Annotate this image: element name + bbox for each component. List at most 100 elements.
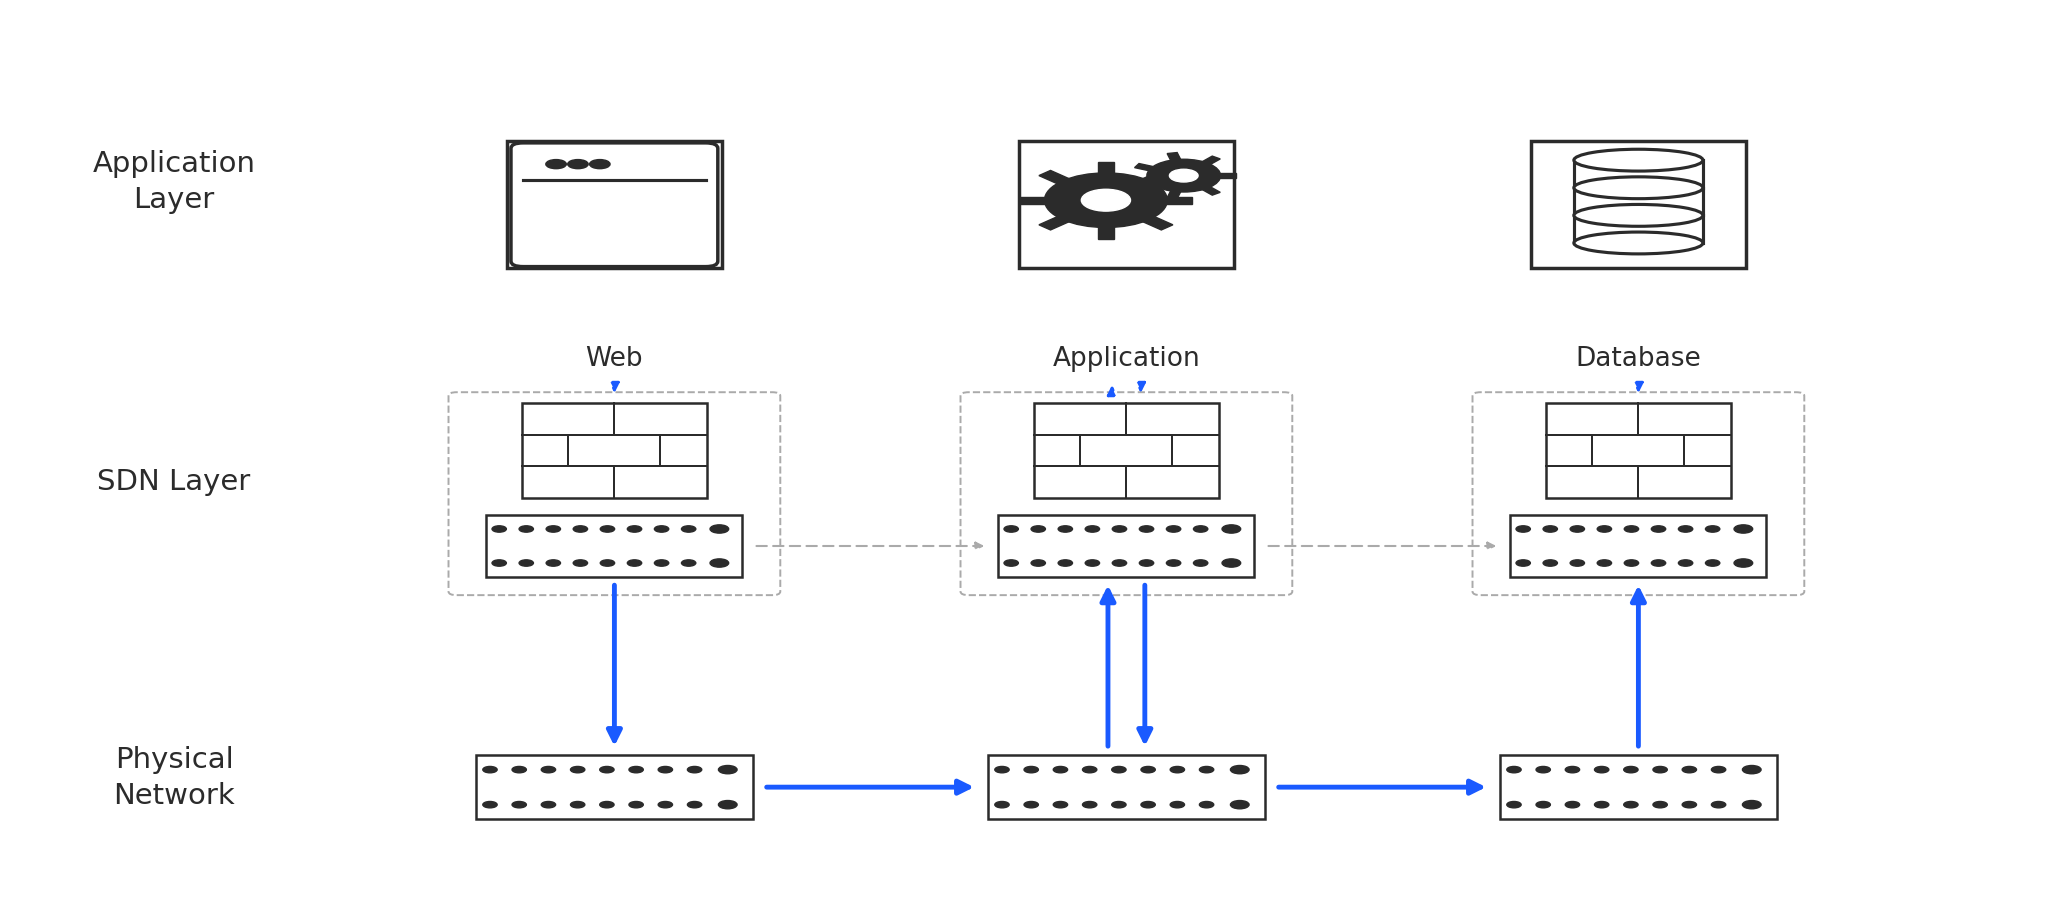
Circle shape — [655, 526, 670, 532]
Circle shape — [1507, 802, 1522, 808]
Circle shape — [1053, 802, 1067, 808]
Circle shape — [573, 526, 588, 532]
Circle shape — [995, 766, 1010, 773]
Circle shape — [1030, 526, 1044, 532]
Circle shape — [1024, 766, 1038, 773]
Polygon shape — [1038, 214, 1075, 230]
Polygon shape — [1200, 157, 1221, 166]
Circle shape — [1595, 802, 1610, 808]
Circle shape — [492, 560, 506, 566]
Ellipse shape — [1575, 149, 1704, 171]
FancyBboxPatch shape — [512, 143, 717, 267]
Circle shape — [1735, 559, 1753, 567]
Circle shape — [1085, 526, 1100, 532]
Circle shape — [1624, 766, 1638, 773]
Circle shape — [547, 159, 567, 168]
Bar — [1499, 755, 1778, 819]
Circle shape — [541, 802, 555, 808]
Circle shape — [711, 559, 729, 567]
Circle shape — [1743, 801, 1761, 809]
Circle shape — [1167, 526, 1182, 532]
Circle shape — [1059, 560, 1073, 566]
Circle shape — [547, 526, 561, 532]
Bar — [487, 515, 741, 577]
Circle shape — [688, 802, 702, 808]
Circle shape — [1004, 560, 1018, 566]
Circle shape — [1679, 526, 1694, 532]
Text: Database: Database — [1575, 347, 1702, 372]
Polygon shape — [1135, 179, 1157, 187]
Circle shape — [1597, 560, 1612, 566]
Circle shape — [1706, 526, 1720, 532]
Circle shape — [1112, 560, 1126, 566]
Circle shape — [590, 159, 610, 168]
Circle shape — [1624, 560, 1638, 566]
Circle shape — [657, 802, 672, 808]
Circle shape — [1231, 765, 1249, 774]
Circle shape — [600, 560, 614, 566]
Circle shape — [567, 159, 588, 168]
Circle shape — [1542, 526, 1556, 532]
Polygon shape — [1167, 189, 1182, 198]
Polygon shape — [1020, 197, 1053, 204]
Circle shape — [1147, 159, 1221, 192]
Text: Physical
Network: Physical Network — [113, 745, 236, 811]
Polygon shape — [1098, 162, 1114, 177]
Circle shape — [1231, 801, 1249, 809]
Polygon shape — [1135, 164, 1157, 172]
Circle shape — [1651, 526, 1665, 532]
Circle shape — [1653, 802, 1667, 808]
Circle shape — [995, 802, 1010, 808]
Bar — [522, 402, 707, 499]
Circle shape — [1169, 802, 1184, 808]
Circle shape — [483, 802, 498, 808]
Circle shape — [1112, 766, 1126, 773]
Circle shape — [1044, 173, 1167, 228]
Ellipse shape — [1575, 177, 1704, 198]
Circle shape — [1507, 766, 1522, 773]
Polygon shape — [1200, 186, 1221, 195]
Circle shape — [1030, 560, 1044, 566]
Bar — [989, 755, 1266, 819]
Polygon shape — [1217, 173, 1235, 177]
Text: SDN Layer: SDN Layer — [98, 469, 250, 496]
Circle shape — [600, 526, 614, 532]
Circle shape — [1200, 766, 1214, 773]
Circle shape — [1004, 526, 1018, 532]
Text: Web: Web — [586, 347, 643, 372]
Text: Application: Application — [1053, 347, 1200, 372]
Circle shape — [1516, 526, 1530, 532]
Circle shape — [711, 525, 729, 533]
Circle shape — [629, 802, 643, 808]
Polygon shape — [1167, 153, 1182, 162]
Circle shape — [1112, 802, 1126, 808]
Bar — [1532, 141, 1745, 268]
Polygon shape — [1137, 214, 1174, 230]
Circle shape — [629, 766, 643, 773]
Circle shape — [492, 526, 506, 532]
Circle shape — [541, 766, 555, 773]
Circle shape — [688, 766, 702, 773]
Circle shape — [1712, 766, 1726, 773]
Circle shape — [1712, 802, 1726, 808]
Circle shape — [518, 560, 532, 566]
Circle shape — [1624, 802, 1638, 808]
Circle shape — [1651, 560, 1665, 566]
Polygon shape — [1098, 224, 1114, 238]
Circle shape — [573, 560, 588, 566]
Circle shape — [1167, 560, 1182, 566]
Circle shape — [600, 802, 614, 808]
Circle shape — [719, 765, 737, 774]
Circle shape — [1565, 766, 1579, 773]
Circle shape — [1200, 802, 1214, 808]
Circle shape — [512, 802, 526, 808]
Circle shape — [1223, 525, 1241, 533]
Ellipse shape — [1575, 205, 1704, 227]
Circle shape — [1536, 802, 1550, 808]
Circle shape — [1053, 766, 1067, 773]
Circle shape — [1024, 802, 1038, 808]
Circle shape — [1743, 765, 1761, 774]
Bar — [475, 755, 754, 819]
Circle shape — [1083, 766, 1098, 773]
Circle shape — [655, 560, 670, 566]
